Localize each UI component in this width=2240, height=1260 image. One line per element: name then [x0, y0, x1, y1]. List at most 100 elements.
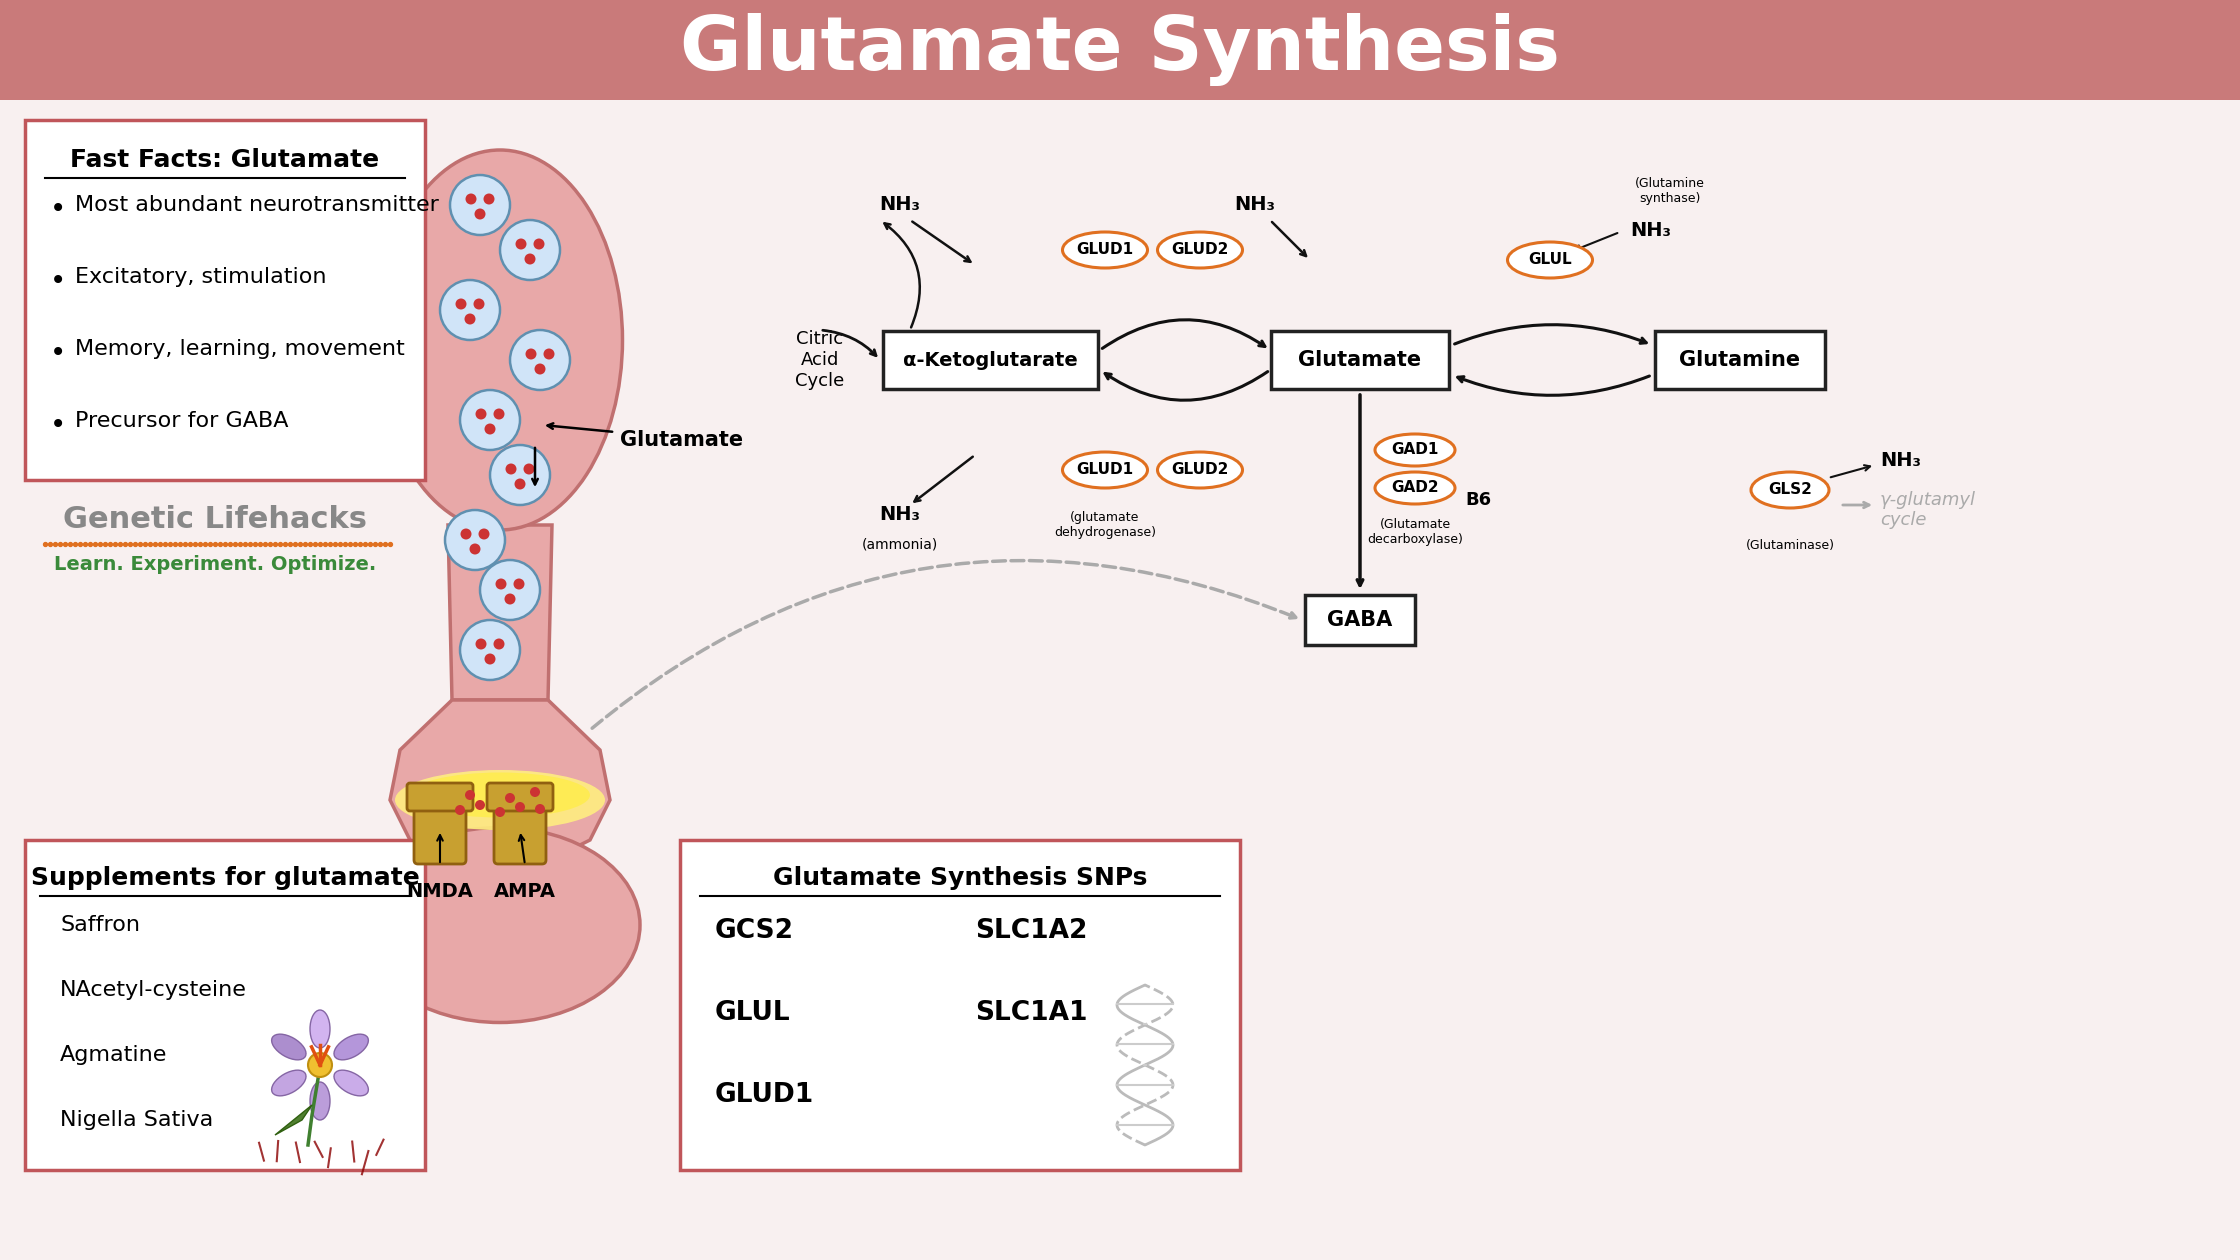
Text: GAD1: GAD1	[1391, 442, 1438, 457]
Circle shape	[531, 788, 540, 798]
Text: Precursor for GABA: Precursor for GABA	[74, 411, 289, 431]
FancyBboxPatch shape	[681, 840, 1241, 1171]
Polygon shape	[276, 1105, 311, 1135]
Text: NH₃: NH₃	[1879, 451, 1922, 470]
Point	[128, 534, 164, 554]
FancyBboxPatch shape	[486, 782, 553, 811]
Polygon shape	[448, 525, 551, 701]
Point	[56, 534, 92, 554]
Ellipse shape	[309, 1011, 329, 1048]
FancyBboxPatch shape	[495, 801, 547, 864]
Point	[298, 534, 334, 554]
Text: NH₃: NH₃	[1631, 220, 1671, 239]
Text: NH₃: NH₃	[1234, 195, 1275, 214]
Point	[323, 534, 358, 554]
Circle shape	[500, 220, 560, 280]
Circle shape	[484, 194, 495, 204]
Circle shape	[495, 806, 504, 816]
Point	[67, 534, 103, 554]
Polygon shape	[390, 701, 609, 861]
Text: •: •	[49, 411, 67, 438]
Point	[336, 534, 372, 554]
Point	[233, 534, 269, 554]
Point	[287, 534, 323, 554]
Point	[188, 534, 224, 554]
Point	[31, 534, 67, 554]
Point	[76, 534, 112, 554]
Circle shape	[484, 654, 495, 664]
Circle shape	[466, 194, 477, 204]
Point	[197, 534, 233, 554]
Point	[246, 534, 282, 554]
Point	[172, 534, 208, 554]
Text: GCS2: GCS2	[715, 919, 793, 944]
Text: Genetic Lifehacks: Genetic Lifehacks	[63, 505, 367, 534]
Circle shape	[515, 238, 526, 249]
Text: Glutamate: Glutamate	[620, 430, 744, 450]
Text: GLUL: GLUL	[715, 1000, 791, 1026]
Text: Fast Facts: Glutamate: Fast Facts: Glutamate	[69, 147, 379, 173]
FancyBboxPatch shape	[414, 801, 466, 864]
Text: SLC1A2: SLC1A2	[974, 919, 1086, 944]
Circle shape	[533, 238, 544, 249]
Ellipse shape	[361, 828, 641, 1023]
Ellipse shape	[309, 1082, 329, 1120]
Circle shape	[504, 593, 515, 605]
Point	[267, 534, 302, 554]
Text: NMDA: NMDA	[408, 882, 473, 901]
Text: GLS2: GLS2	[1767, 483, 1812, 498]
Ellipse shape	[1508, 242, 1593, 278]
Text: GLUL: GLUL	[1528, 252, 1572, 267]
Point	[347, 534, 383, 554]
Point	[103, 534, 139, 554]
Text: Excitatory, stimulation: Excitatory, stimulation	[74, 267, 327, 287]
Ellipse shape	[1375, 472, 1456, 504]
Point	[352, 534, 388, 554]
Text: Most abundant neurotransmitter: Most abundant neurotransmitter	[74, 195, 439, 215]
Ellipse shape	[1158, 232, 1243, 268]
Circle shape	[493, 639, 504, 649]
Circle shape	[475, 639, 486, 649]
Ellipse shape	[1752, 472, 1830, 508]
Ellipse shape	[271, 1070, 307, 1096]
Point	[226, 534, 262, 554]
Point	[202, 534, 237, 554]
Text: Glutamate Synthesis SNPs: Glutamate Synthesis SNPs	[773, 866, 1147, 890]
Text: NH₃: NH₃	[880, 505, 921, 524]
Point	[63, 534, 99, 554]
Point	[318, 534, 354, 554]
FancyBboxPatch shape	[883, 331, 1098, 389]
Ellipse shape	[271, 1034, 307, 1060]
Text: SLC1A1: SLC1A1	[974, 1000, 1086, 1026]
Point	[363, 534, 399, 554]
Circle shape	[459, 620, 520, 680]
Ellipse shape	[334, 1070, 367, 1096]
Text: •: •	[49, 339, 67, 367]
Text: (glutamate
dehydrogenase): (glutamate dehydrogenase)	[1055, 512, 1156, 539]
Ellipse shape	[379, 150, 623, 530]
Point	[112, 534, 148, 554]
Circle shape	[475, 208, 486, 219]
Point	[38, 534, 74, 554]
Point	[258, 534, 293, 554]
Point	[237, 534, 273, 554]
Text: AMPA: AMPA	[495, 882, 556, 901]
Point	[181, 534, 217, 554]
Ellipse shape	[1062, 452, 1147, 488]
Point	[302, 534, 338, 554]
Point	[132, 534, 168, 554]
Point	[87, 534, 123, 554]
Point	[327, 534, 363, 554]
Circle shape	[461, 528, 470, 539]
Circle shape	[475, 800, 486, 810]
Point	[137, 534, 172, 554]
Ellipse shape	[410, 772, 589, 818]
Circle shape	[455, 805, 466, 815]
Circle shape	[506, 464, 517, 475]
Text: Agmatine: Agmatine	[60, 1045, 168, 1065]
Point	[262, 534, 298, 554]
Text: GLUD1: GLUD1	[1077, 462, 1133, 478]
Circle shape	[526, 349, 538, 359]
Circle shape	[515, 803, 524, 811]
FancyBboxPatch shape	[25, 840, 426, 1171]
